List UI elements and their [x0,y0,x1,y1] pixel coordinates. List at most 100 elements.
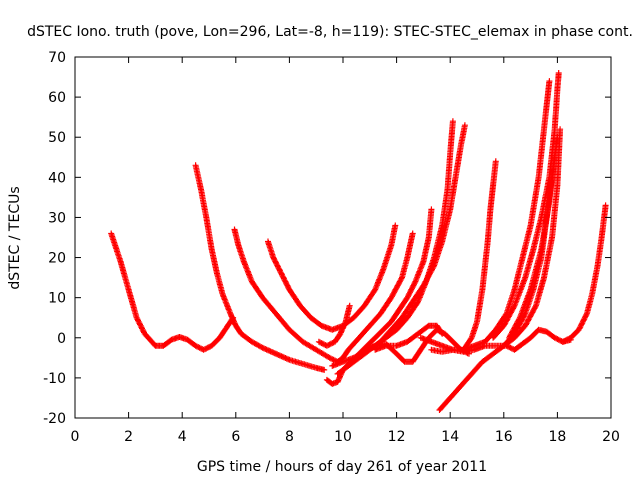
data-point [240,333,242,335]
data-point [302,341,304,343]
data-point [570,337,572,339]
data-point [543,277,545,279]
data-point [452,341,454,343]
x-tick-label: 2 [124,429,133,445]
data-point [251,341,253,343]
data-point [441,351,443,353]
data-point [398,309,400,311]
data-point [382,268,384,271]
data-point [374,289,376,291]
data-point [530,289,532,291]
data-point [128,289,130,291]
data-point [417,301,419,303]
data-point [543,128,545,130]
data-point [452,120,454,122]
series-17 [506,134,561,341]
data-point [114,244,116,247]
data-point [449,152,451,154]
data-point [323,369,325,371]
series-3 [231,226,416,365]
data-point [119,260,122,263]
series-2 [192,162,328,373]
y-tick-label: -10 [43,371,66,387]
data-point [601,236,603,239]
data-point [349,305,351,307]
data-point [513,349,516,351]
data-point [178,336,181,338]
data-point [170,339,173,341]
data-point [538,176,540,178]
data-point [535,305,537,307]
data-point [272,256,274,259]
data-point [205,216,207,219]
data-point [154,345,156,347]
x-tick-label: 0 [71,429,80,445]
data-point [186,339,189,341]
data-point [532,248,534,251]
y-tick-label: 10 [48,291,66,307]
data-point [358,357,360,359]
data-point [337,381,339,383]
data-point [546,331,548,333]
x-tick-label: 16 [495,429,513,445]
data-point [438,409,441,411]
data-point [200,188,202,190]
data-point [318,341,320,343]
data-point [394,224,396,227]
data-point [195,164,197,166]
data-point [345,321,347,323]
y-tick-label: 40 [48,170,66,186]
data-point [233,228,236,231]
data-point [331,383,333,385]
data-point [288,329,290,331]
data-point [449,397,451,399]
data-point [530,337,532,339]
data-point [347,365,349,367]
data-point [524,313,526,315]
series-14 [460,78,553,353]
x-axis-label: GPS time / hours of day 261 of year 2011 [197,459,487,475]
y-tick-label: 0 [57,331,66,347]
data-point [463,349,465,351]
data-point [540,216,542,219]
data-point [347,349,349,351]
data-point [211,248,213,251]
data-point [420,349,422,351]
data-point [481,361,483,363]
data-point [326,345,328,347]
data-point [221,293,223,295]
data-point [237,244,240,247]
data-point [505,313,508,315]
data-point [110,232,112,235]
data-point [524,277,526,279]
data-point [433,264,435,267]
data-point [334,341,336,343]
data-point [406,341,408,343]
data-point [586,313,588,315]
data-point [342,361,344,363]
data-point [460,385,462,387]
data-point [430,349,433,351]
data-point [136,317,138,319]
data-point [551,236,553,239]
data-point [353,317,355,319]
data-point [513,289,516,291]
data-point [508,337,510,339]
data-point [605,204,607,207]
data-point [396,329,398,331]
data-point [452,349,454,351]
data-point [385,345,387,347]
data-point [578,329,580,331]
data-point [473,345,475,347]
data-point [320,325,323,327]
y-tick-label: 50 [48,130,66,146]
data-point [288,359,290,361]
data-point [216,273,218,275]
data-point [342,357,344,359]
data-point [492,337,494,339]
data-point [195,345,197,347]
data-point [473,349,475,351]
data-point [530,224,532,227]
data-point [382,329,384,331]
chart-title: dSTEC Iono. truth (pove, Lon=296, Lat=-8… [27,24,633,40]
